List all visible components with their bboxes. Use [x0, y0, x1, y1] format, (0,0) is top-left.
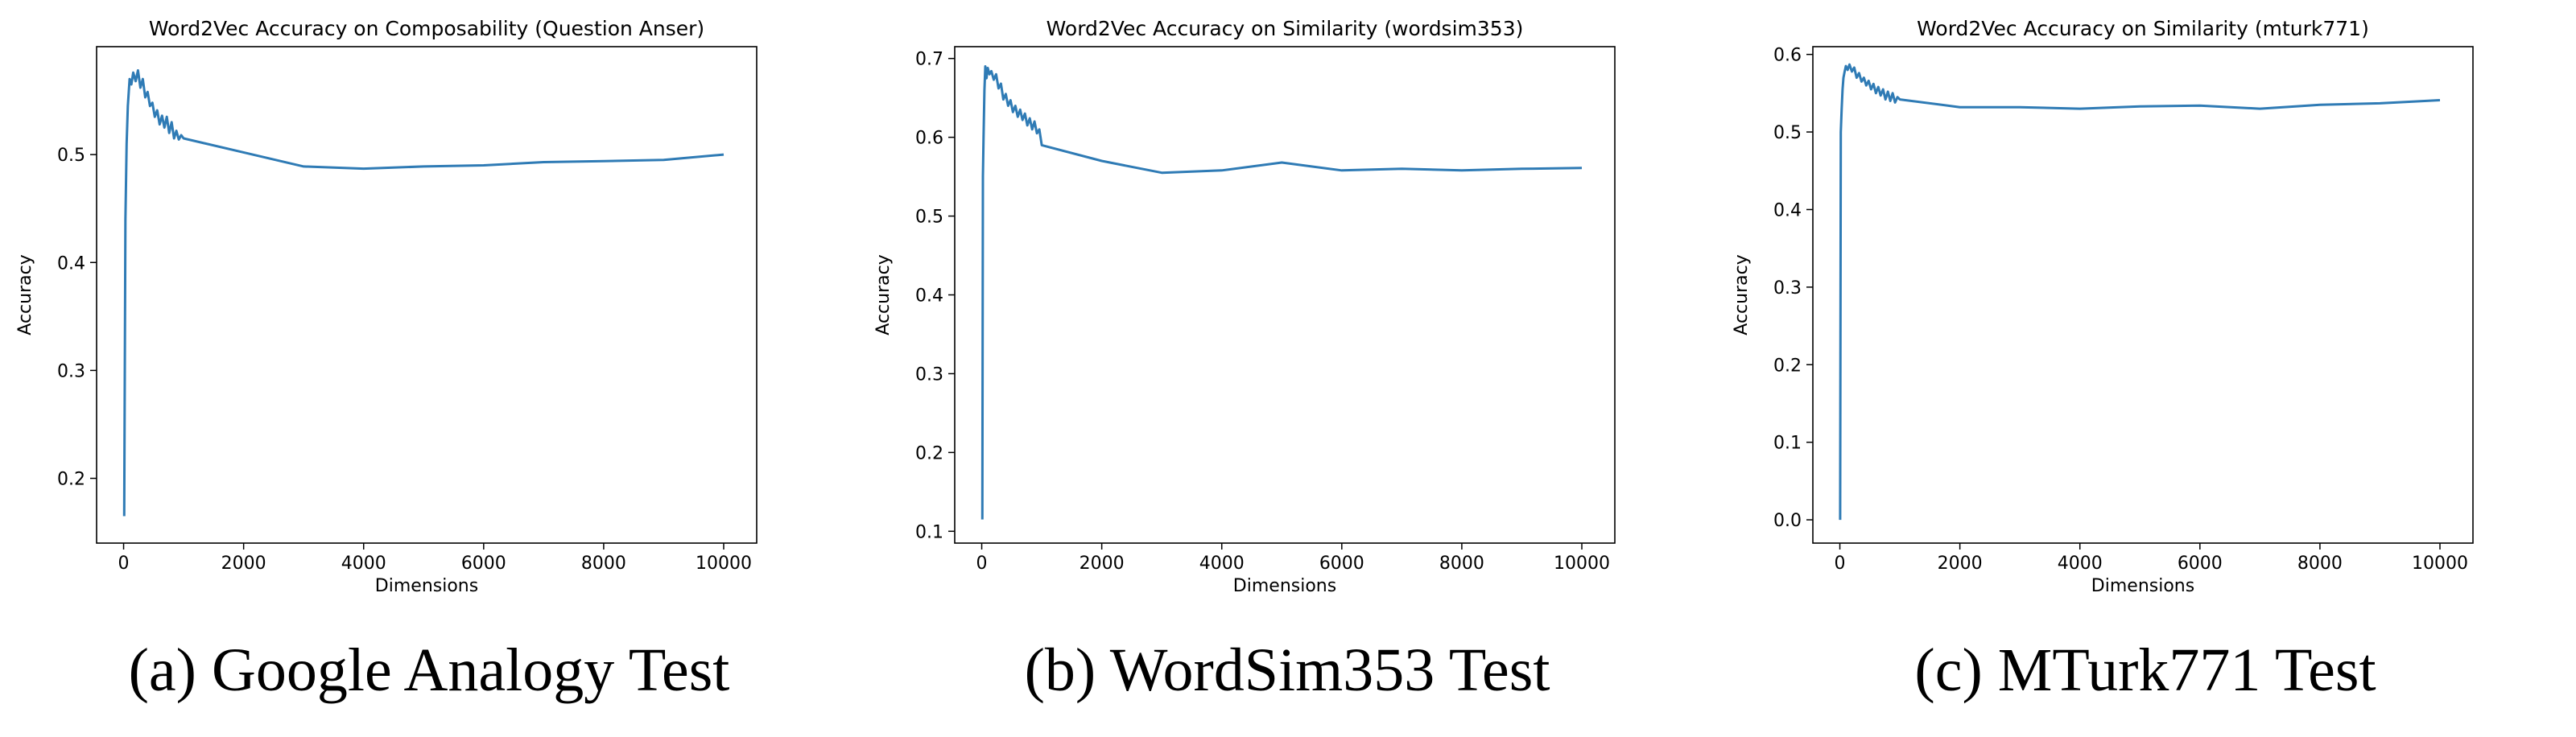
plot-frame — [1812, 46, 2474, 544]
y-tick-label: 0.0 — [1773, 511, 1802, 531]
series-line — [980, 65, 1583, 520]
y-tick-label: 0.6 — [915, 129, 943, 149]
caption-a: (a) Google Analogy Test — [128, 636, 730, 704]
y-tick-label: 0.2 — [1773, 356, 1802, 376]
x-tick-label: 8000 — [581, 554, 626, 574]
y-tick-label: 0.7 — [915, 50, 943, 70]
x-tick-label: 8000 — [1439, 554, 1484, 574]
y-tick-label: 0.2 — [915, 443, 943, 463]
y-tick-label: 0.5 — [915, 208, 943, 228]
chart-title: Word2Vec Accuracy on Similarity (mturk77… — [1917, 17, 2369, 40]
y-tick-label: 0.1 — [915, 522, 943, 542]
x-tick-label: 0 — [976, 554, 988, 574]
x-tick-label: 0 — [118, 554, 130, 574]
y-tick-label: 0.5 — [57, 146, 85, 166]
plot-frame — [954, 46, 1616, 544]
y-tick-label: 0.3 — [1773, 278, 1802, 299]
x-tick-label: 8000 — [2297, 554, 2343, 574]
y-tick-label: 0.6 — [1773, 46, 1802, 66]
x-axis-label: Dimensions — [1233, 576, 1336, 596]
x-tick-label: 0 — [1835, 554, 1846, 574]
plot-frame — [96, 46, 758, 544]
x-tick-label: 2000 — [1080, 554, 1125, 574]
x-tick-label: 6000 — [2178, 554, 2223, 574]
series-line — [122, 69, 724, 517]
x-axis-label: Dimensions — [2091, 576, 2194, 596]
y-tick-label: 0.2 — [57, 470, 85, 490]
chart-panel-c: Word2Vec Accuracy on Similarity (mturk77… — [1716, 0, 2574, 737]
caption-c: (c) MTurk771 Test — [1914, 636, 2376, 704]
x-axis-label: Dimensions — [375, 576, 478, 596]
x-tick-label: 4000 — [341, 554, 386, 574]
y-tick-label: 0.3 — [915, 364, 943, 385]
chart-panel-a: Word2Vec Accuracy on Composability (Ques… — [0, 0, 858, 737]
x-tick-label: 6000 — [461, 554, 506, 574]
y-axis-label: Accuracy — [15, 254, 35, 335]
x-tick-label: 4000 — [1199, 554, 1245, 574]
x-tick-label: 10000 — [696, 554, 752, 574]
x-tick-label: 10000 — [1554, 554, 1610, 574]
caption-b: (b) WordSim353 Test — [1024, 636, 1550, 704]
chart-title: Word2Vec Accuracy on Composability (Ques… — [149, 17, 704, 40]
series-line — [1839, 63, 2441, 521]
y-tick-label: 0.5 — [1773, 123, 1802, 143]
chart-title: Word2Vec Accuracy on Similarity (wordsim… — [1046, 17, 1524, 40]
chart-b: Word2Vec Accuracy on Similarity (wordsim… — [873, 17, 1616, 596]
chart-c: Word2Vec Accuracy on Similarity (mturk77… — [1732, 17, 2474, 596]
chart-a: Word2Vec Accuracy on Composability (Ques… — [15, 17, 758, 596]
chart-panel-b: Word2Vec Accuracy on Similarity (wordsim… — [858, 0, 1716, 737]
x-tick-label: 4000 — [2058, 554, 2103, 574]
y-axis-label: Accuracy — [1732, 254, 1752, 335]
y-tick-label: 0.4 — [915, 286, 943, 307]
y-tick-label: 0.1 — [1773, 434, 1802, 454]
x-tick-label: 6000 — [1319, 554, 1364, 574]
x-tick-label: 10000 — [2412, 554, 2468, 574]
x-tick-label: 2000 — [221, 554, 266, 574]
y-tick-label: 0.3 — [57, 361, 85, 381]
y-tick-label: 0.4 — [57, 253, 85, 274]
x-tick-label: 2000 — [1938, 554, 1983, 574]
y-axis-label: Accuracy — [873, 254, 894, 335]
y-tick-label: 0.4 — [1773, 200, 1802, 220]
